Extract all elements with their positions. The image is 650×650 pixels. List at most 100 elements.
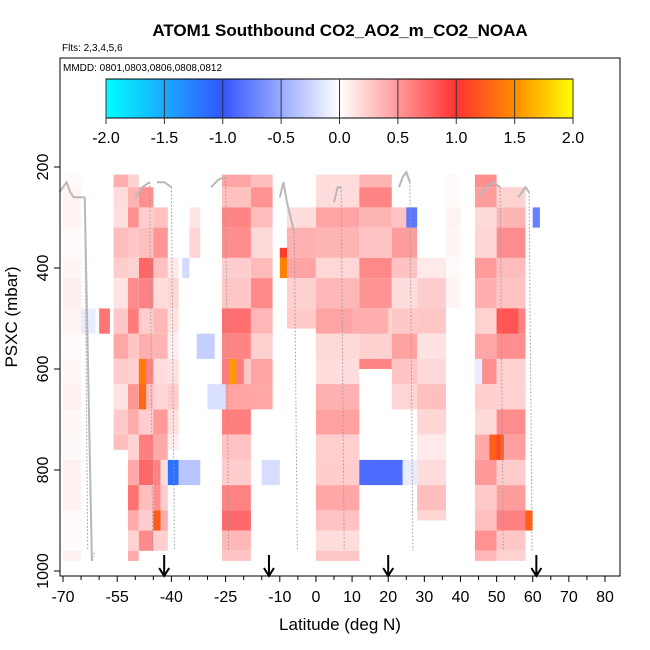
- heatmap-cell: [138, 227, 154, 258]
- arrow-head: [382, 567, 395, 578]
- heatmap-cell: [417, 278, 446, 309]
- flight-track: [333, 186, 342, 203]
- heatmap-cell: [287, 257, 316, 279]
- heatmap-cell: [113, 358, 129, 385]
- colorbar-tick-label: -1.5: [151, 130, 179, 147]
- heatmap-cell: [315, 278, 360, 309]
- heatmap-cell: [359, 278, 392, 309]
- heatmap-cell: [315, 358, 360, 385]
- flight-track: [83, 197, 93, 561]
- heatmap-cell: [138, 358, 147, 385]
- heatmap-cell: [128, 333, 139, 359]
- heatmap-cell: [250, 308, 273, 334]
- heatmap-cell: [128, 384, 139, 410]
- heatmap-cell: [222, 257, 251, 279]
- colorbar-tick-label: -1.0: [209, 130, 237, 147]
- heatmap-cell: [128, 227, 139, 258]
- heatmap-cell: [222, 459, 251, 486]
- flight-track: [58, 180, 85, 199]
- profile-descent: [84, 197, 89, 551]
- flight-track: [134, 181, 151, 198]
- plot-frame: [59, 57, 621, 577]
- profile-descent: [170, 187, 175, 551]
- heatmap-cell: [315, 333, 360, 359]
- x-tick-label: 10: [343, 589, 361, 606]
- x-tick-label: 40: [452, 589, 470, 606]
- heatmap-cell: [63, 485, 82, 511]
- heatmap-cell: [474, 174, 497, 188]
- heatmap-cell: [63, 207, 82, 228]
- heatmap-cell: [474, 278, 497, 309]
- heatmap-cell: [128, 530, 139, 551]
- heatmap-cell: [222, 333, 251, 359]
- flights-subtitle: Flts: 2,3,4,5,6: [62, 43, 123, 54]
- profile-descent: [499, 187, 504, 551]
- heatmap-cell: [113, 257, 129, 279]
- heatmap-cell: [359, 257, 392, 279]
- heatmap-cell: [99, 308, 110, 334]
- heatmap-cell: [287, 278, 316, 309]
- heatmap-cell: [279, 257, 287, 279]
- heatmap-cell: [153, 530, 168, 551]
- x-axis: -70 -55 -40 -25 -10 0 10 20 30 40 50 60 70 80: [51, 576, 614, 606]
- heatmap-cell: [63, 308, 82, 334]
- colorbar-ticks: -2.0 -1.5 -1.0 -0.5 0.0 0.5 1.0 1.5 2.0: [92, 79, 584, 147]
- y-tick-label: 600: [35, 356, 52, 383]
- heatmap-cell: [153, 409, 168, 435]
- flight-track: [278, 181, 296, 233]
- heatmap-cell: [63, 434, 82, 460]
- x-tick-label: 70: [560, 589, 578, 606]
- x-tick-label: -40: [160, 589, 183, 606]
- heatmap-cell: [63, 409, 82, 435]
- colorbar-tick-label: 0.0: [328, 130, 350, 147]
- heatmap-cell: [128, 358, 139, 385]
- heatmap-cell: [446, 187, 461, 208]
- heatmap-cell: [63, 550, 82, 561]
- heatmap-cell: [153, 434, 168, 460]
- heatmap-cell: [138, 530, 154, 551]
- heatmap-cell: [315, 434, 360, 460]
- heatmap-cell: [222, 434, 251, 460]
- heatmap-cell: [138, 384, 147, 410]
- heatmap-cell: [315, 485, 360, 511]
- heatmap-cell: [63, 459, 82, 486]
- heatmap-cells: [63, 174, 540, 561]
- heatmap-cell: [113, 227, 129, 258]
- heatmap-cell: [250, 358, 273, 385]
- heatmap-cell: [113, 409, 129, 435]
- heatmap-cell: [474, 510, 497, 531]
- heatmap-cell: [525, 510, 533, 531]
- heatmap-cell: [496, 333, 526, 359]
- heatmap-cell: [496, 308, 519, 334]
- heatmap-cell: [417, 459, 446, 486]
- heatmap-cell: [315, 187, 360, 208]
- flight-track: [210, 176, 226, 188]
- heatmap-cell: [128, 174, 139, 188]
- heatmap-cell: [222, 530, 251, 551]
- heatmap-cell: [138, 333, 154, 359]
- heatmap-cell: [167, 278, 179, 309]
- flight-track: [477, 180, 501, 198]
- heatmap-cell: [352, 308, 389, 334]
- x-tick-label: 20: [379, 589, 397, 606]
- colorbar: -2.0 -1.5 -1.0 -0.5 0.0 0.5 1.0 1.5 2.0: [92, 78, 584, 147]
- heatmap-cell: [63, 333, 82, 359]
- heatmap-cell: [113, 434, 129, 450]
- heatmap-cell: [474, 485, 497, 511]
- heatmap-cell: [287, 207, 316, 228]
- heatmap-cell: [182, 257, 190, 279]
- heatmap-cell: [474, 358, 483, 385]
- heatmap-cell: [417, 333, 446, 359]
- dates-subtitle: MMDD: 0801,0803,0806,0808,0812: [63, 63, 222, 74]
- heatmap-cell: [446, 174, 461, 188]
- heatmap-cell: [63, 174, 82, 188]
- heatmap-cell: [446, 207, 461, 228]
- heatmap-cell: [138, 409, 154, 435]
- heatmap-cell: [279, 247, 287, 258]
- heatmap-cell: [167, 459, 179, 486]
- heatmap-cell: [532, 207, 540, 228]
- x-tick-label: -10: [268, 589, 291, 606]
- heatmap-cell: [496, 510, 526, 531]
- flight-track: [517, 185, 530, 198]
- arrow-markers: [158, 555, 543, 578]
